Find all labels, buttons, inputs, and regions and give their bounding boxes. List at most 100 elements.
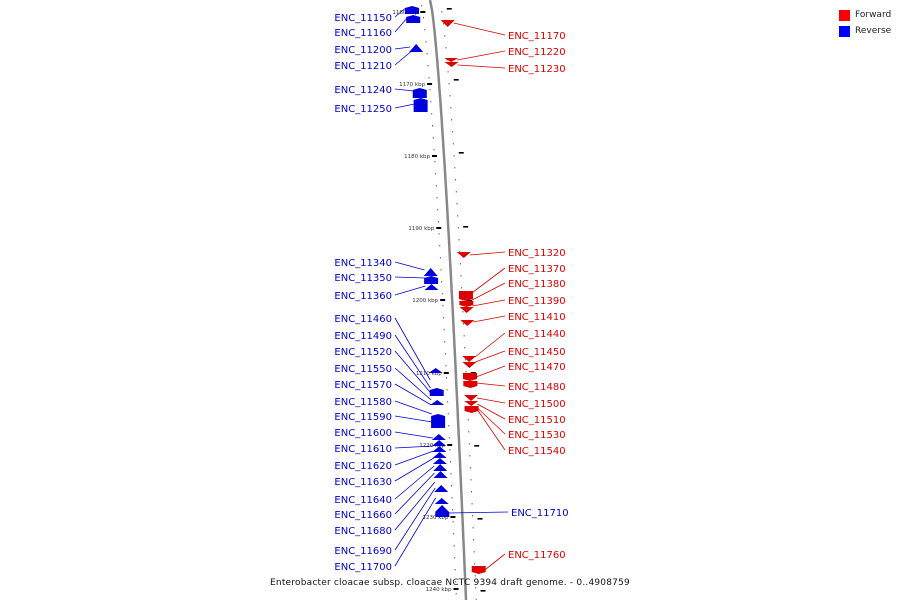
guide-dot <box>448 437 450 439</box>
reverse-gene-feature <box>413 98 428 112</box>
guide-dot <box>448 83 450 85</box>
guide-dot <box>471 491 473 493</box>
guide-dot <box>474 575 476 577</box>
guide-dot <box>471 503 473 505</box>
leader-line <box>394 415 433 423</box>
reverse-gene-label: ENC_11600 <box>334 428 392 439</box>
reverse-gene-label: ENC_11150 <box>334 13 392 24</box>
reverse-gene-label: ENC_11250 <box>334 104 392 115</box>
guide-dot <box>437 209 439 211</box>
reverse-gene-label: ENC_11690 <box>334 546 392 557</box>
leader-line <box>394 88 414 92</box>
reverse-gene-label: ENC_11580 <box>334 397 392 408</box>
reverse-gene-feature <box>430 400 445 405</box>
scale-dash <box>470 372 476 374</box>
guide-dot <box>454 557 456 559</box>
kbp-tick-label: 1230 kbp <box>423 515 449 521</box>
reverse-gene-label: ENC_11700 <box>334 562 392 573</box>
guide-dot <box>444 35 446 37</box>
guide-dot <box>425 41 427 43</box>
leader-line <box>394 472 435 515</box>
guide-dot <box>427 65 429 67</box>
leader-line <box>394 317 431 381</box>
guide-dot <box>455 593 457 595</box>
reverse-gene-feature <box>434 498 449 504</box>
scale-dash <box>467 300 473 302</box>
forward-gene-feature <box>471 566 486 574</box>
leader-line <box>394 400 432 415</box>
guide-dot <box>430 101 432 103</box>
guide-dot <box>455 581 457 583</box>
kbp-tick-mark <box>432 155 438 157</box>
leader-line <box>484 553 506 571</box>
reverse-gene-feature <box>429 388 444 396</box>
guide-dot <box>457 227 459 229</box>
forward-gene-label: ENC_11480 <box>508 382 566 393</box>
forward-legend-label: Forward <box>855 10 892 20</box>
guide-dot <box>453 533 455 535</box>
guide-dot <box>472 527 474 529</box>
guide-dot <box>452 131 454 133</box>
reverse-gene-feature <box>433 471 448 478</box>
guide-dot <box>441 281 443 283</box>
guide-dot <box>449 461 451 463</box>
kbp-tick-label: 1180 kbp <box>404 154 430 160</box>
reverse-gene-feature <box>434 485 449 492</box>
guide-dot <box>446 59 448 61</box>
guide-dot <box>431 113 433 115</box>
guide-dot <box>458 239 460 241</box>
guide-dot <box>455 191 457 193</box>
leader-line <box>457 64 506 69</box>
guide-dot <box>465 371 467 373</box>
forward-gene-label: ENC_11320 <box>508 248 566 259</box>
guide-dot <box>459 263 461 265</box>
forward-gene-label: ENC_11380 <box>508 279 566 290</box>
guide-dot <box>439 245 441 247</box>
reverse-gene-feature <box>406 15 421 23</box>
guide-dot <box>445 365 447 367</box>
guide-dot <box>439 257 441 259</box>
reverse-gene-label: ENC_11490 <box>334 331 392 342</box>
leader-line <box>474 332 506 358</box>
leader-line <box>394 7 407 18</box>
guide-dot <box>473 551 475 553</box>
forward-gene-feature <box>444 58 459 62</box>
guide-dot <box>457 215 459 217</box>
forward-gene-feature <box>459 301 474 307</box>
guide-dot <box>435 185 437 187</box>
guide-dot <box>447 413 449 415</box>
guide-dot <box>451 485 453 487</box>
forward-gene-label: ENC_11170 <box>508 31 566 42</box>
reverse-legend-swatch <box>839 26 850 37</box>
reverse-gene-label: ENC_11590 <box>334 412 392 423</box>
reverse-legend-label: Reverse <box>855 26 892 36</box>
kbp-tick-label: 1210 kbp <box>416 371 442 377</box>
leader-line <box>453 22 506 36</box>
guide-dot <box>432 137 434 139</box>
reverse-gene-feature <box>423 268 438 276</box>
kbp-tick-label: 1200 kbp <box>412 298 438 304</box>
reverse-gene-feature <box>435 505 450 512</box>
guide-dot <box>472 515 474 517</box>
leader-line <box>394 383 432 406</box>
guide-dot <box>428 77 430 79</box>
guide-dot <box>424 29 426 31</box>
leader-line <box>394 103 415 109</box>
reverse-gene-label: ENC_11200 <box>334 45 392 56</box>
guide-dot <box>461 287 463 289</box>
guide-dot <box>454 569 456 571</box>
reverse-gene-label: ENC_11350 <box>334 273 392 284</box>
guide-dot <box>426 53 428 55</box>
guide-dot <box>462 311 464 313</box>
guide-dot <box>456 203 458 205</box>
leader-line <box>394 350 432 394</box>
scale-dash <box>453 79 459 81</box>
reverse-gene-feature <box>432 458 447 464</box>
guide-dot <box>450 107 452 109</box>
forward-gene-feature <box>464 395 479 401</box>
reverse-gene-label: ENC_11710 <box>511 508 569 519</box>
guide-dot <box>475 587 477 589</box>
leader-line <box>394 334 431 389</box>
guide-dot <box>460 275 462 277</box>
reverse-gene-feature <box>424 284 439 290</box>
